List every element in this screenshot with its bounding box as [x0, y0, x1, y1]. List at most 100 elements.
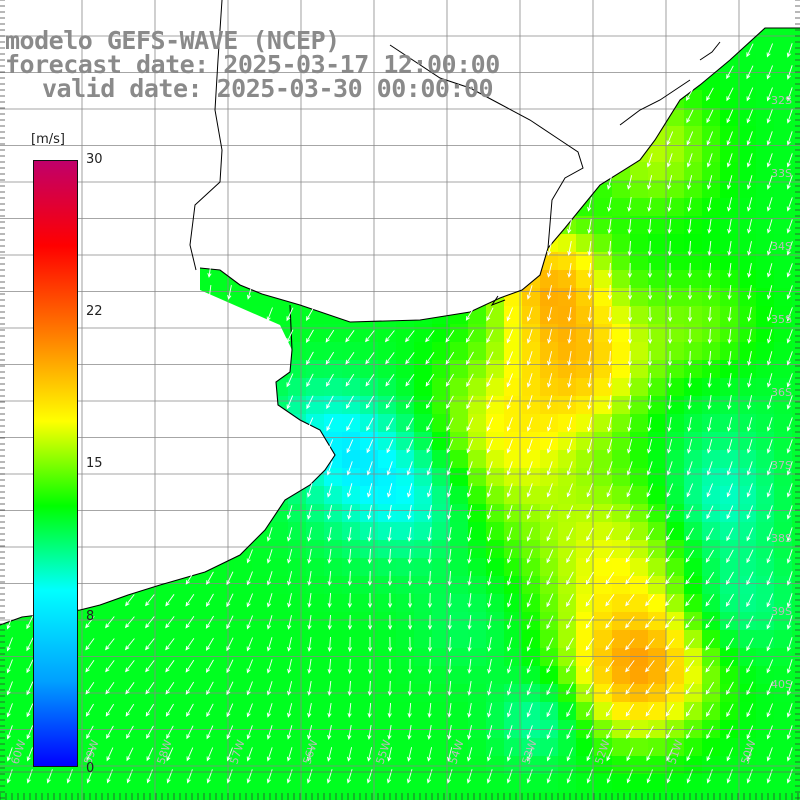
wind-arrow — [567, 219, 572, 234]
wind-arrow — [145, 616, 155, 629]
wind-speed-cell — [324, 342, 343, 361]
wind-speed-cell — [576, 414, 595, 433]
wind-speed-cell — [774, 90, 793, 109]
wind-arrow — [526, 527, 533, 542]
wind-speed-cell — [450, 540, 469, 559]
wind-speed-cell — [540, 414, 559, 433]
wind-speed-cell — [738, 792, 757, 800]
wind-speed-cell — [432, 576, 451, 595]
wind-arrow — [487, 681, 492, 696]
wind-arrow — [326, 769, 333, 784]
wind-arrow — [85, 681, 95, 695]
wind-arrow — [126, 725, 134, 739]
wind-speed-cell — [702, 648, 721, 667]
wind-speed-cell — [306, 522, 325, 541]
wind-arrow — [145, 594, 155, 607]
wind-arrow — [365, 373, 375, 387]
wind-speed-cell — [756, 576, 775, 595]
wind-arrow — [105, 616, 115, 629]
wind-arrow — [786, 131, 793, 146]
wind-speed-cell — [306, 576, 325, 595]
wind-arrow — [447, 614, 452, 631]
wind-speed-cell — [324, 630, 343, 649]
wind-speed-cell — [720, 234, 739, 253]
wind-speed-cell — [324, 666, 343, 685]
wind-speed-cell — [288, 522, 307, 541]
wind-arrow — [645, 572, 655, 585]
wind-arrow — [685, 87, 694, 102]
wind-arrow — [526, 615, 533, 630]
wind-arrow — [307, 637, 312, 652]
wind-speed-cell — [342, 360, 361, 379]
wind-speed-cell — [720, 72, 739, 91]
wind-speed-cell — [486, 540, 505, 559]
wind-arrow — [387, 570, 393, 587]
wind-speed-cell — [702, 216, 721, 235]
wind-arrow — [685, 549, 695, 563]
wind-arrow — [725, 637, 734, 651]
wind-speed-cell — [594, 468, 613, 487]
wind-arrow — [607, 262, 612, 279]
wind-arrow — [766, 461, 773, 476]
wind-speed-cell — [126, 666, 145, 685]
wind-arrow — [687, 284, 693, 301]
wind-arrow — [387, 636, 393, 653]
wind-speed-cell — [234, 666, 253, 685]
wind-speed-cell — [522, 450, 541, 469]
wind-arrow — [427, 592, 433, 609]
wind-arrow — [706, 87, 714, 102]
wind-speed-cell — [774, 486, 793, 505]
wind-speed-cell — [396, 450, 415, 469]
wind-speed-cell — [396, 630, 415, 649]
wind-arrow — [666, 131, 674, 146]
wind-speed-cell — [558, 324, 577, 343]
wind-arrow — [627, 372, 632, 389]
wind-speed-cell — [666, 792, 685, 800]
wind-arrow — [566, 637, 574, 651]
wind-arrow — [186, 725, 194, 740]
wind-speed-cell — [612, 306, 631, 325]
wind-arrow — [687, 417, 692, 432]
wind-speed-cell — [702, 90, 721, 109]
wind-arrow — [405, 352, 415, 365]
wind-speed-cell — [630, 252, 649, 271]
wind-speed-cell — [576, 234, 595, 253]
wind-speed-cell — [486, 432, 505, 451]
wind-arrow — [687, 240, 692, 257]
wind-speed-cell — [594, 792, 613, 800]
wind-speed-cell — [648, 342, 667, 361]
wind-arrow — [526, 395, 533, 410]
wind-speed-cell — [558, 558, 577, 577]
wind-speed-cell — [666, 702, 685, 721]
wind-speed-cell — [504, 432, 523, 451]
wind-arrow — [587, 219, 592, 234]
wind-speed-cell — [522, 576, 541, 595]
wind-arrow — [647, 306, 653, 323]
wind-arrow — [226, 615, 234, 630]
wind-speed-cell — [774, 414, 793, 433]
wind-arrow — [465, 307, 474, 321]
wind-speed-cell — [486, 792, 505, 800]
wind-speed-cell — [270, 702, 289, 721]
wind-speed-cell — [288, 540, 307, 559]
wind-arrow — [205, 637, 214, 651]
wind-arrow — [426, 769, 433, 784]
wind-speed-cell — [522, 306, 541, 325]
wind-speed-cell — [756, 144, 775, 163]
wind-arrow — [586, 527, 594, 542]
wind-arrow — [666, 505, 674, 520]
wind-speed-cell — [288, 594, 307, 613]
wind-speed-cell — [612, 612, 631, 631]
wind-speed-cell — [756, 54, 775, 73]
wind-arrow — [446, 461, 453, 476]
wind-speed-cell — [522, 612, 541, 631]
wind-arrow — [506, 329, 514, 344]
wind-speed-cell — [612, 270, 631, 289]
wind-arrow — [307, 549, 312, 564]
wind-speed-cell — [324, 414, 343, 433]
wind-arrow — [387, 505, 392, 520]
wind-arrow — [266, 725, 273, 740]
wind-arrow — [387, 614, 393, 631]
wind-arrow — [647, 262, 653, 279]
wind-speed-cell — [702, 630, 721, 649]
